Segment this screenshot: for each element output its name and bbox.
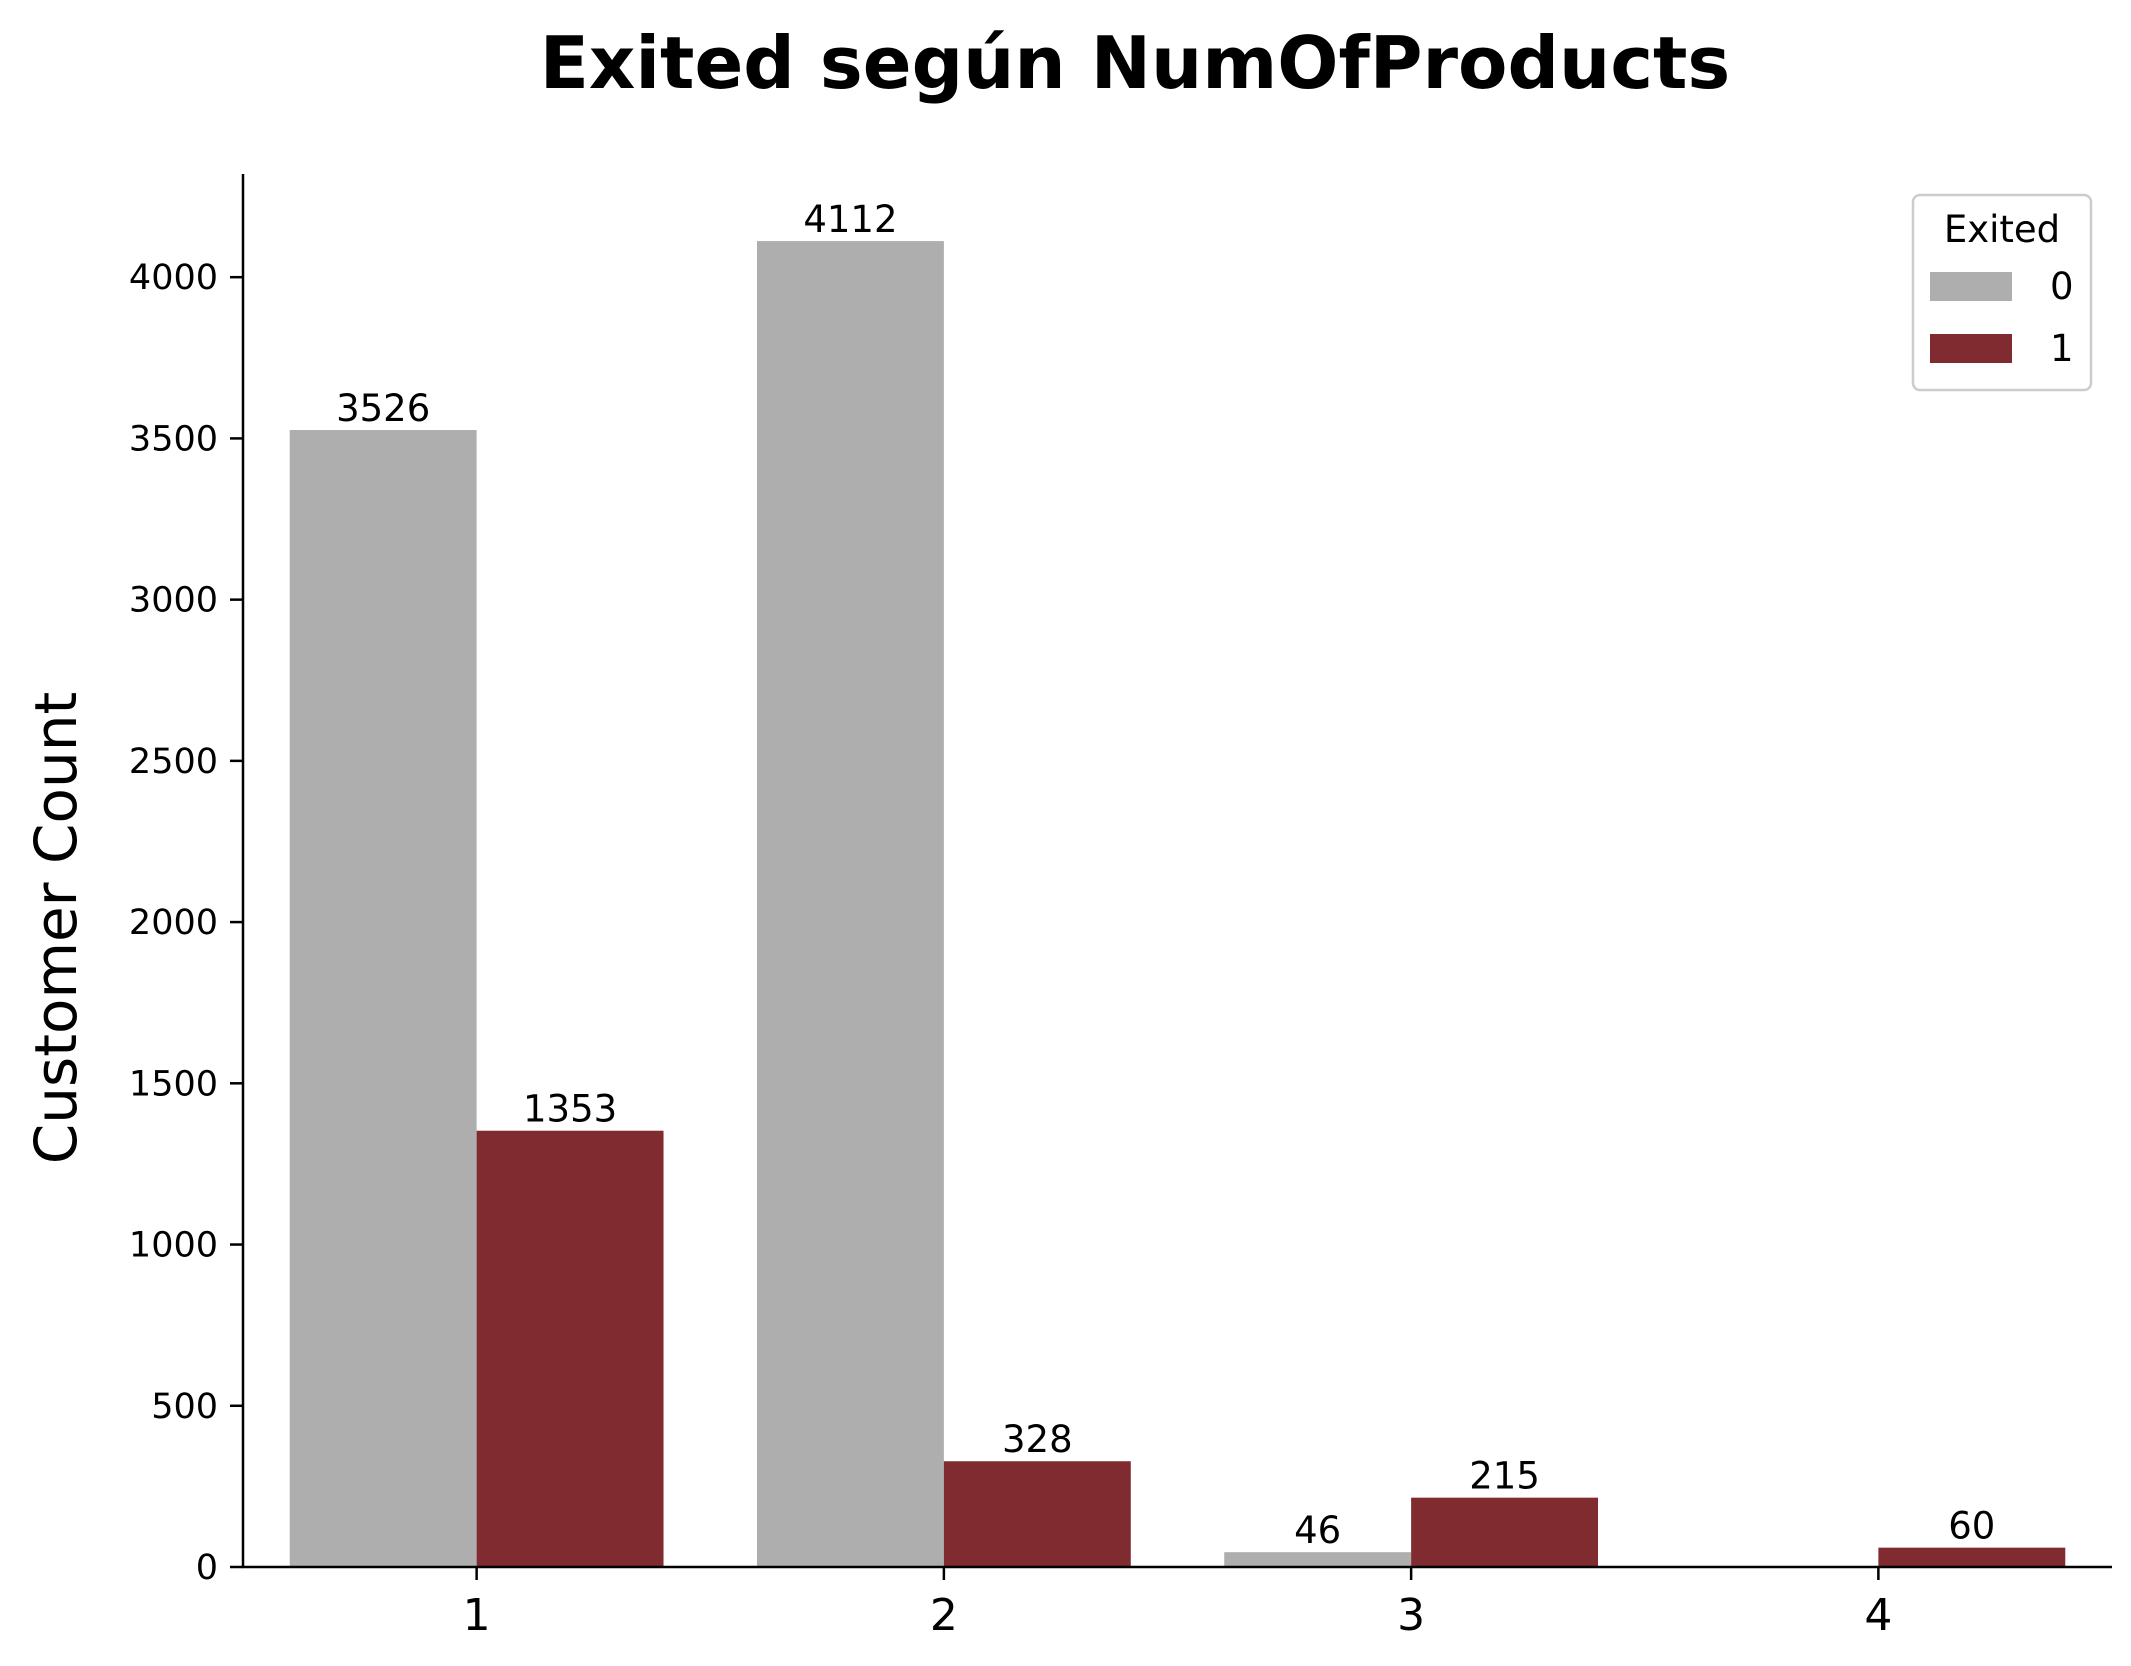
x-tick-label: 3 (1397, 1590, 1425, 1641)
data-label-series-0-cat-2: 4112 (803, 198, 897, 241)
legend: Exited 01 (1911, 193, 2093, 392)
bar-series-0-cat-1 (289, 430, 477, 1568)
data-label-series-1-cat-3: 215 (1469, 1455, 1540, 1498)
x-tick-label: 2 (930, 1590, 958, 1641)
data-label-series-1-cat-1: 1353 (523, 1088, 617, 1131)
bar-series-1-cat-3 (1411, 1497, 1599, 1567)
bar-series-1-cat-2 (943, 1461, 1131, 1567)
y-tick-label: 1500 (129, 1064, 218, 1104)
legend-items: 01 (1930, 265, 2074, 370)
bar-series-1-cat-4 (1878, 1547, 2066, 1567)
y-tick-label: 500 (151, 1387, 218, 1427)
data-label-series-0-cat-1: 3526 (336, 387, 430, 430)
x-tick-label: 1 (463, 1590, 491, 1641)
x-tick-label: 4 (1864, 1590, 1892, 1641)
y-axis-label: Customer Count (22, 692, 90, 1164)
chart-title: Exited según NumOfProducts (540, 21, 1731, 105)
y-tick-label: 4000 (129, 258, 218, 298)
bar-series-0-cat-3 (1224, 1552, 1412, 1567)
y-tick-label: 2000 (129, 903, 218, 943)
y-axis-ticks: 0 500 1000 1500 2000 2500 3000 3500 4000 (129, 258, 243, 1588)
bars-group (289, 241, 2066, 1568)
legend-title: Exited (1944, 208, 2060, 251)
legend-swatch-1 (1930, 334, 2012, 363)
y-tick-label: 0 (196, 1548, 218, 1588)
y-tick-label: 3500 (129, 419, 218, 459)
data-labels-group: 3526 4112 46 1353 328 215 60 (336, 198, 1995, 1552)
y-tick-label: 3000 (129, 581, 218, 621)
legend-label-1: 1 (2050, 327, 2074, 370)
bar-series-1-cat-1 (476, 1130, 664, 1567)
y-tick-label: 1000 (129, 1226, 218, 1266)
data-label-series-0-cat-3: 46 (1294, 1509, 1341, 1552)
bar-series-0-cat-2 (756, 241, 944, 1568)
data-label-series-1-cat-4: 60 (1948, 1505, 1995, 1548)
legend-label-0: 0 (2050, 265, 2074, 308)
legend-swatch-0 (1930, 272, 2012, 301)
data-label-series-1-cat-2: 328 (1002, 1418, 1073, 1461)
x-axis-ticks: 1 2 3 4 (463, 1567, 1892, 1641)
y-tick-label: 2500 (129, 742, 218, 782)
